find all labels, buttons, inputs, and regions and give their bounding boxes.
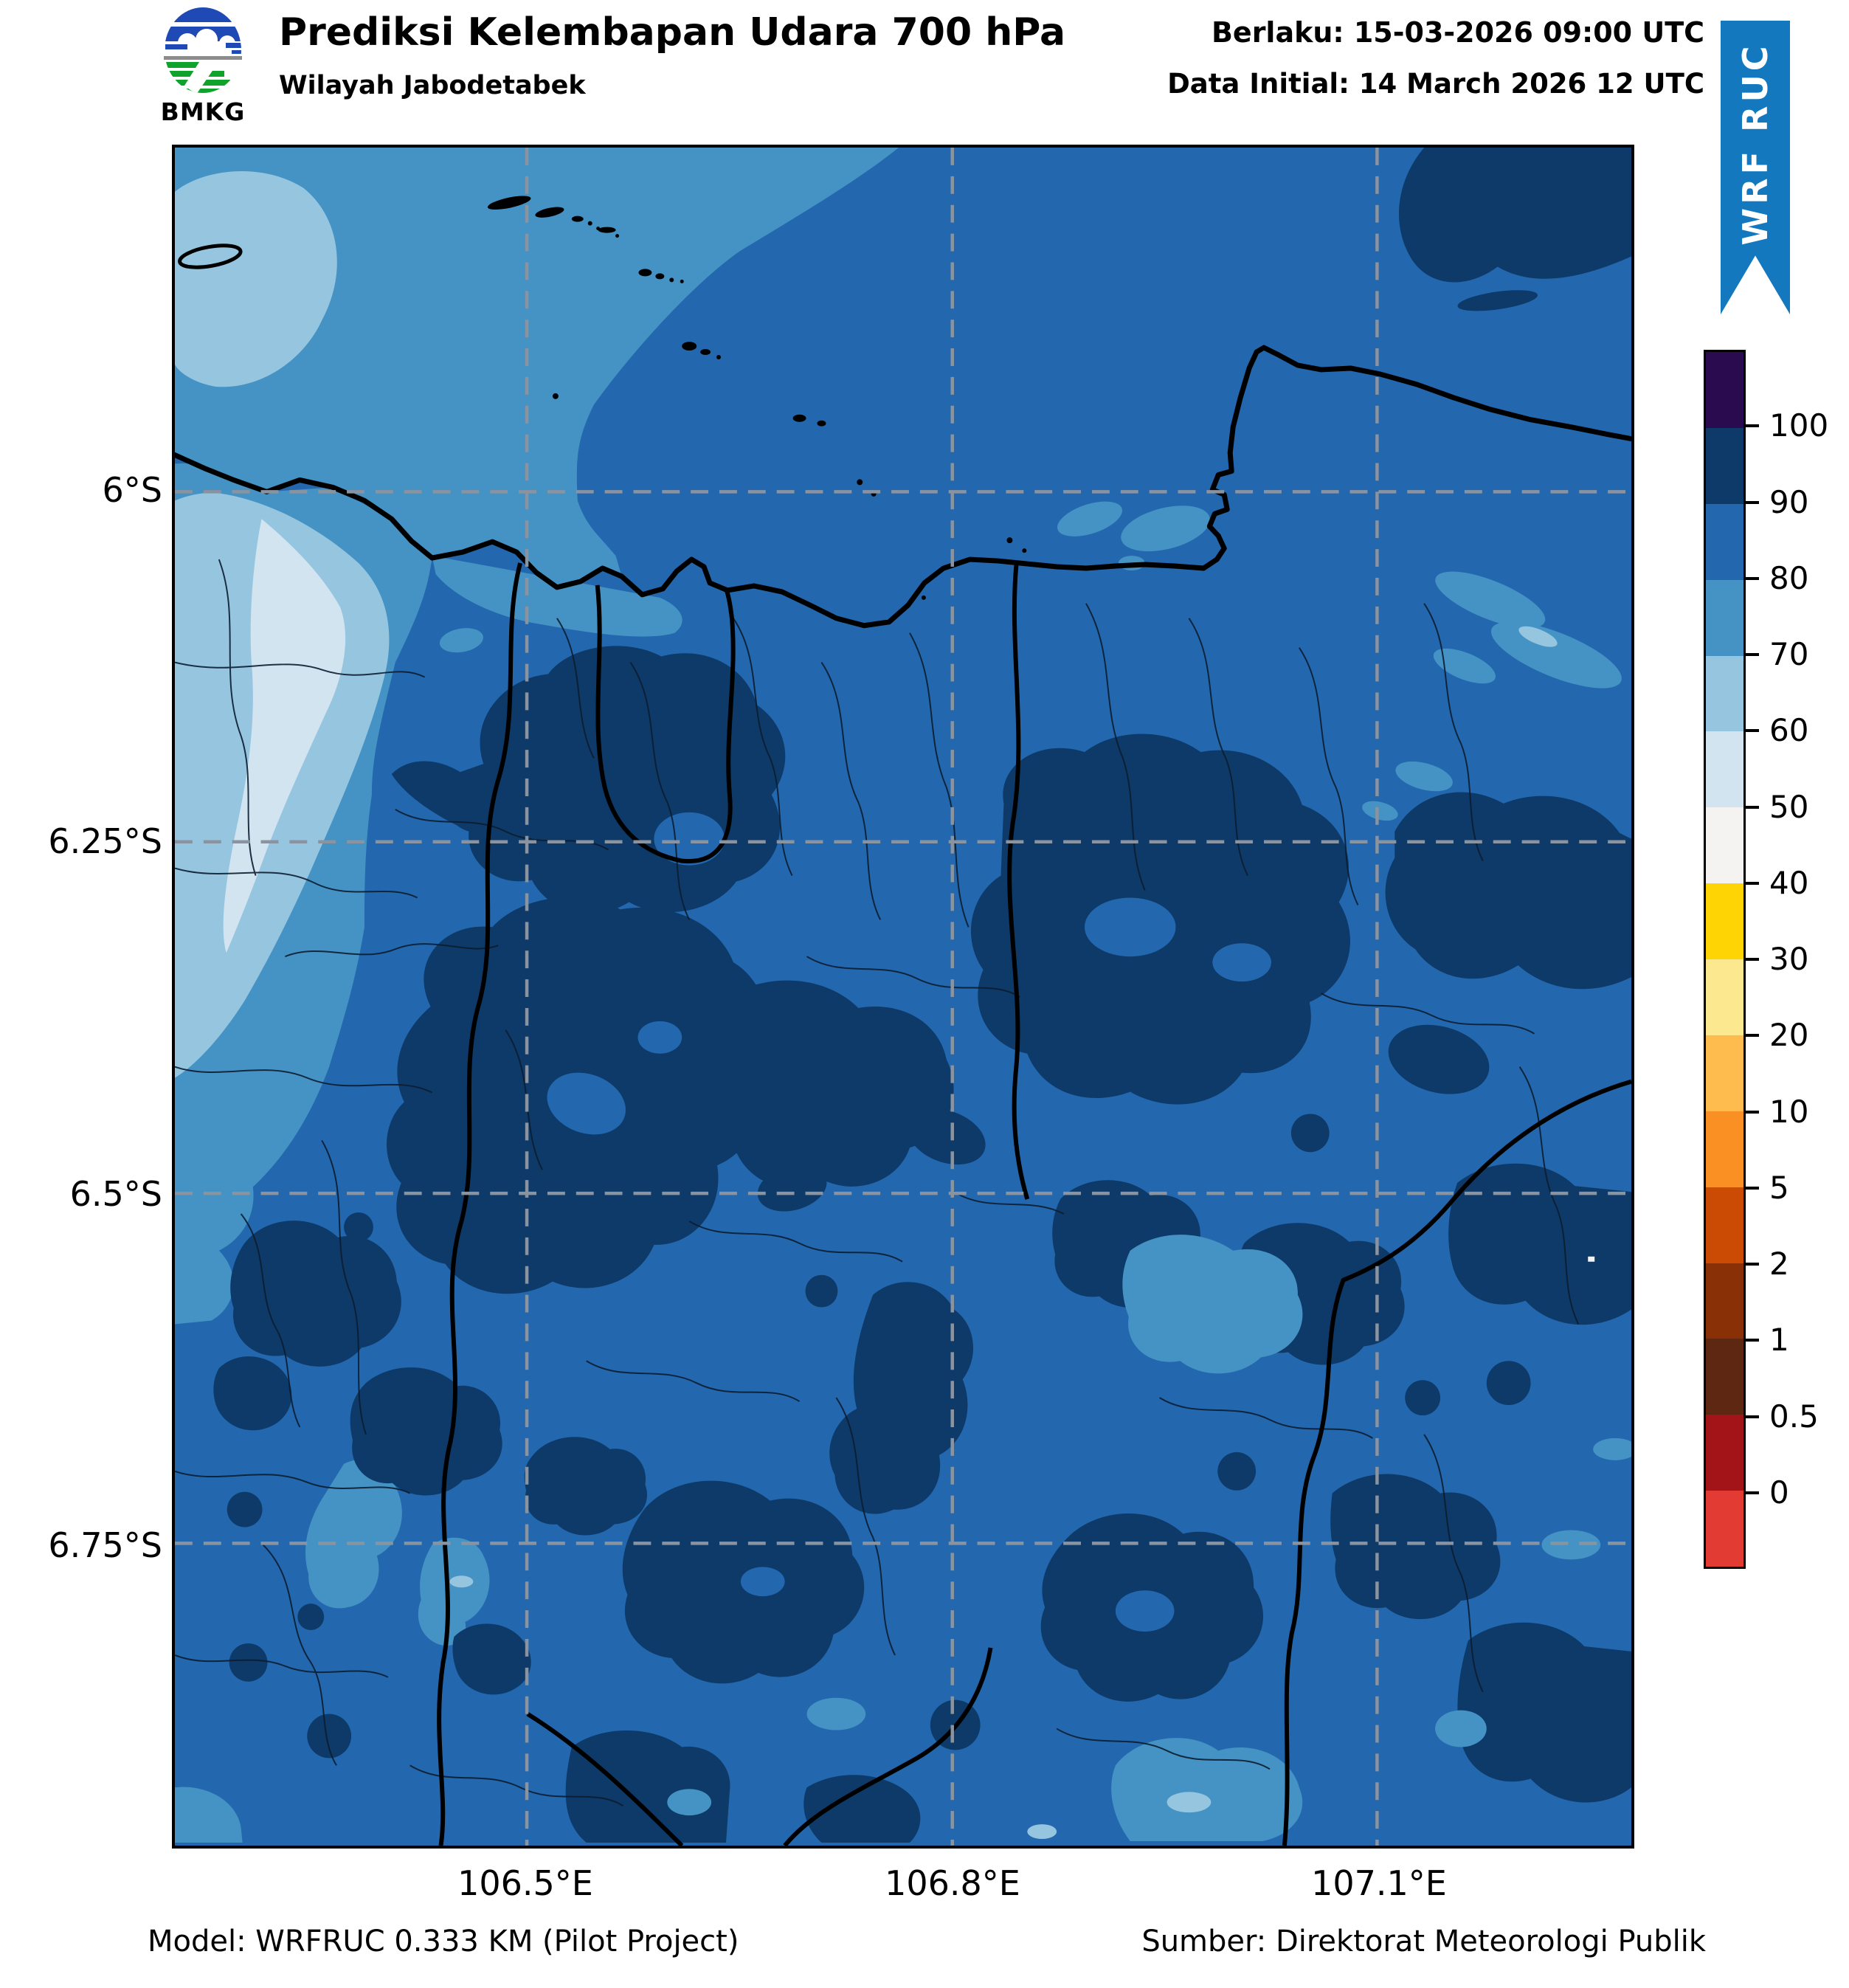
colorbar-tick-mark (1746, 653, 1759, 656)
colorbar-tick-label: 40 (1769, 864, 1809, 901)
y-tick-625s: 6.25°S (48, 821, 162, 861)
colorbar-segment (1706, 959, 1743, 1035)
colorbar-tick-label: 70 (1769, 636, 1809, 672)
province-boundaries (437, 562, 1631, 1846)
colorbar (1704, 350, 1746, 1569)
colorbar-tick-label: 10 (1769, 1093, 1809, 1130)
map-frame (172, 145, 1634, 1849)
data-initial-label: Data Initial: 14 March 2026 12 UTC (1167, 68, 1704, 100)
y-tick-65s: 6.5°S (69, 1174, 162, 1214)
humidity-map-canvas (175, 148, 1631, 1846)
colorbar-tick-mark (1746, 805, 1759, 809)
colorbar-segment (1706, 1187, 1743, 1263)
graticule-gridlines (175, 148, 1631, 1846)
colorbar-tick-mark (1746, 729, 1759, 733)
colorbar-tick-mark (1746, 1263, 1759, 1266)
colorbar-tick-label: 1 (1769, 1322, 1789, 1359)
colorbar-ticks: 100 90 80 70 60 50 40 30 20 10 5 2 1 0.5 0 (1746, 350, 1849, 1569)
colorbar-tick-label: 0 (1769, 1474, 1789, 1511)
colorbar-segment (1706, 1263, 1743, 1339)
colorbar-tick-mark (1746, 576, 1759, 580)
bmkg-logo-text: BMKG (160, 97, 246, 126)
wrf-ruc-ribbon: WRF RUC (1721, 21, 1790, 314)
colorbar-tick-mark (1746, 1034, 1759, 1038)
colorbar-segment (1706, 579, 1743, 656)
y-tick-675s: 6.75°S (48, 1525, 162, 1565)
colorbar-segment (1706, 883, 1743, 959)
colorbar-tick-mark (1746, 500, 1759, 504)
colorbar-segment (1706, 1491, 1743, 1567)
colorbar-segment (1706, 1415, 1743, 1491)
colorbar-tick-label: 20 (1769, 1017, 1809, 1054)
west-island-outline (178, 244, 243, 269)
colorbar-tick-mark (1746, 1491, 1759, 1494)
colorbar-tick-label: 2 (1769, 1246, 1789, 1282)
colorbar-tick-mark (1746, 1110, 1759, 1114)
coastline (175, 345, 1631, 629)
colorbar-segment (1706, 655, 1743, 732)
colorbar-tick-mark (1746, 1186, 1759, 1190)
colorbar-tick-label: 5 (1769, 1169, 1789, 1206)
colorbar-tick-label: 60 (1769, 712, 1809, 749)
bmkg-logo-icon (164, 7, 242, 93)
colorbar-segment (1706, 503, 1743, 580)
page-title: Prediksi Kelembapan Udara 700 hPa (279, 10, 1066, 55)
colorbar-tick-label: 100 (1769, 407, 1829, 444)
rh-60-70-overlay (449, 1575, 1212, 1840)
colorbar-tick-label: 50 (1769, 788, 1809, 825)
colorbar-tick-label: 30 (1769, 941, 1809, 977)
colorbar-segment (1706, 427, 1743, 504)
rh-80-90-holes (547, 812, 1271, 1632)
kepulauan-seribu-islands (487, 196, 1027, 600)
valid-time-label: Berlaku: 15-03-2026 09:00 UTC (1211, 16, 1704, 49)
page-subtitle: Wilayah Jabodetabek (279, 71, 586, 100)
colorbar-segment (1706, 1035, 1743, 1111)
x-tick-1068e: 106.8°E (885, 1863, 1020, 1903)
x-tick-1071e: 107.1°E (1311, 1863, 1447, 1903)
colorbar-tick-label: 80 (1769, 559, 1809, 596)
colorbar-segment (1706, 807, 1743, 884)
colorbar-tick-label: 90 (1769, 483, 1809, 520)
colorbar-tick-label: 0.5 (1769, 1398, 1819, 1435)
x-tick-1065e: 106.5°E (457, 1863, 593, 1903)
colorbar-segment (1706, 1111, 1743, 1187)
colorbar-segment (1706, 352, 1743, 428)
colorbar-tick-mark (1746, 1415, 1759, 1418)
colorbar-segment (1706, 1339, 1743, 1415)
rh-70-80-overlay (667, 1235, 1631, 1842)
colorbar-tick-mark (1746, 424, 1759, 428)
rh-40-50-speck (1588, 1256, 1595, 1262)
wrf-ruc-ribbon-label: WRF RUC (1735, 42, 1775, 246)
colorbar-tick-mark (1746, 881, 1759, 885)
footer-source-label: Sumber: Direktorat Meteorologi Publik (1141, 1925, 1706, 1958)
rh-50-60-sliver (223, 519, 346, 953)
admin-boundaries (175, 559, 1580, 1807)
colorbar-tick-mark (1746, 958, 1759, 961)
footer-model-label: Model: WRFRUC 0.333 KM (Pilot Project) (148, 1925, 739, 1958)
colorbar-segment (1706, 731, 1743, 808)
colorbar-tick-mark (1746, 1339, 1759, 1342)
y-tick-6s: 6°S (102, 470, 162, 510)
